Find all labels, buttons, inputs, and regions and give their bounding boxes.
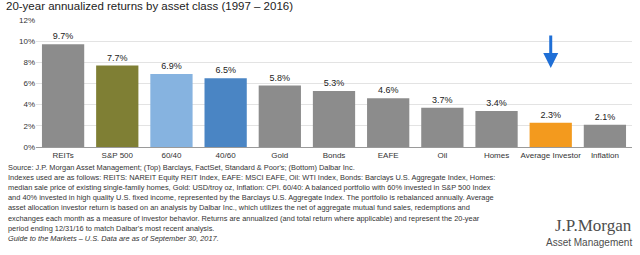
svg-text:0%: 0% <box>23 143 35 152</box>
svg-text:2.3%: 2.3% <box>540 110 561 120</box>
svg-text:and 40% invested in high quali: and 40% invested in high quality U.S. fi… <box>8 193 494 202</box>
svg-text:6.9%: 6.9% <box>161 61 182 71</box>
svg-text:6%: 6% <box>23 79 35 88</box>
svg-text:4.6%: 4.6% <box>378 85 399 95</box>
svg-text:40/60: 40/60 <box>216 151 237 160</box>
svg-text:12%: 12% <box>19 16 35 25</box>
svg-text:Homes: Homes <box>484 151 509 160</box>
svg-text:4%: 4% <box>23 100 35 109</box>
svg-text:Gold: Gold <box>271 151 288 160</box>
svg-text:20-year annualized returns by: 20-year annualized returns by asset clas… <box>6 0 293 12</box>
svg-text:3.4%: 3.4% <box>486 98 507 108</box>
svg-text:REITs: REITs <box>52 151 73 160</box>
svg-text:3.7%: 3.7% <box>432 95 453 105</box>
svg-text:Oil: Oil <box>437 151 447 160</box>
svg-text:9.7%: 9.7% <box>53 31 74 41</box>
svg-text:6.5%: 6.5% <box>215 65 236 75</box>
svg-text:Indexes used are as follows: R: Indexes used are as follows: REITS: NARE… <box>8 173 495 182</box>
svg-text:S&P 500: S&P 500 <box>102 151 134 160</box>
svg-text:exchanges each month as a meas: exchanges each month as a measure of inv… <box>8 214 480 223</box>
svg-text:period ending 12/31/16 to matc: period ending 12/31/16 to match Dalbar's… <box>8 224 214 233</box>
svg-text:5.3%: 5.3% <box>324 78 345 88</box>
svg-text:Inflation: Inflation <box>591 151 619 160</box>
svg-text:EAFE: EAFE <box>378 151 399 160</box>
svg-text:60/40: 60/40 <box>161 151 182 160</box>
svg-text:asset allocation investor retu: asset allocation investor return is base… <box>8 203 470 212</box>
svg-text:Bonds: Bonds <box>323 151 346 160</box>
svg-text:2%: 2% <box>23 122 35 131</box>
svg-text:Asset Management: Asset Management <box>546 237 632 248</box>
svg-text:5.8%: 5.8% <box>270 73 291 83</box>
svg-text:Guide to the Markets – U.S. Da: Guide to the Markets – U.S. Data are as … <box>8 234 219 243</box>
svg-text:J.P.Morgan: J.P.Morgan <box>555 216 632 235</box>
svg-text:7.7%: 7.7% <box>107 53 128 63</box>
svg-text:Average Investor: Average Investor <box>521 151 582 160</box>
svg-text:2.1%: 2.1% <box>595 112 616 122</box>
svg-text:median sale price of existing: median sale price of existing single-fam… <box>8 183 491 192</box>
svg-text:Source: J.P. Morgan Asset Mana: Source: J.P. Morgan Asset Management; (T… <box>8 163 355 172</box>
svg-text:8%: 8% <box>23 58 35 67</box>
svg-text:10%: 10% <box>19 37 35 46</box>
